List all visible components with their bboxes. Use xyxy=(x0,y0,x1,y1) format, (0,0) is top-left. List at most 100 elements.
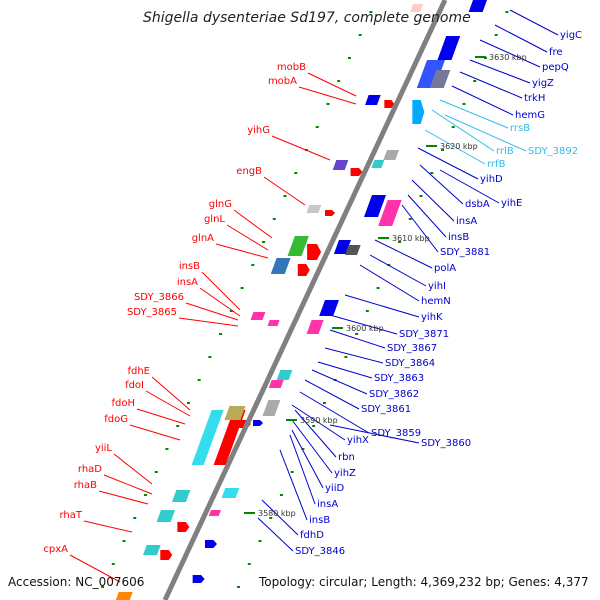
gene-label-yihd: yihD xyxy=(480,174,503,185)
gene-label-fdoh: fdoH xyxy=(111,398,135,409)
gene-arrow xyxy=(350,168,363,176)
label-connector-right xyxy=(401,204,439,253)
gene-block xyxy=(416,60,445,88)
gene-label-sdy-3867: SDY_3867 xyxy=(387,343,437,354)
gene-label-dsba: dsbA xyxy=(465,199,490,210)
label-connector-right xyxy=(509,9,559,36)
gene-block xyxy=(371,160,385,168)
gene-block xyxy=(345,245,361,255)
label-connector-right xyxy=(431,109,495,152)
label-connector-left xyxy=(233,209,273,239)
gene-label-pola: polA xyxy=(434,263,456,274)
label-connector-right xyxy=(479,39,541,68)
gene-block xyxy=(276,370,293,380)
gene-label-sdy-3846: SDY_3846 xyxy=(295,546,345,557)
gene-block xyxy=(191,410,224,465)
gene-label-yihk: yihK xyxy=(421,312,443,323)
label-connector-right xyxy=(329,424,420,444)
label-connector-left xyxy=(298,86,357,105)
gene-label-sdy-3871: SDY_3871 xyxy=(399,329,449,340)
label-connector-left xyxy=(199,287,241,317)
gene-label-fdhd: fdhD xyxy=(300,530,324,541)
gene-label-sdy-3864: SDY_3864 xyxy=(385,358,435,369)
label-connector-left xyxy=(307,72,357,97)
kbp-label: 3630 kbp xyxy=(489,53,527,62)
gene-arrow xyxy=(297,264,310,276)
gene-label-sdy-3865: SDY_3865 xyxy=(127,307,177,318)
gene-label-yigz: yigZ xyxy=(532,78,554,89)
gene-arrow xyxy=(204,540,217,548)
label-connector-right xyxy=(261,499,299,536)
label-connector-right xyxy=(294,409,337,458)
gene-block xyxy=(213,410,246,465)
label-connector-right xyxy=(451,85,514,116)
label-connector-right xyxy=(411,179,455,222)
gene-label-insa: insA xyxy=(456,216,477,227)
label-connector-right xyxy=(374,239,433,269)
gene-label-yihi: yihI xyxy=(428,281,446,292)
gene-label-glna: glnA xyxy=(192,233,214,244)
label-connector-right xyxy=(407,194,447,238)
gene-block xyxy=(378,200,402,226)
label-connector-left xyxy=(98,490,149,505)
label-connector-left xyxy=(263,176,306,206)
gene-label-rhad: rhaD xyxy=(78,464,102,475)
gene-arrow xyxy=(384,100,395,108)
gene-label-hemg: hemG xyxy=(515,110,545,121)
gene-block xyxy=(383,150,399,160)
gene-label-mobb: mobB xyxy=(277,62,306,73)
label-connector-left xyxy=(103,474,153,495)
gene-block xyxy=(306,320,324,334)
gene-label-yiid: yiiD xyxy=(325,483,344,494)
gene-label-yihz: yihZ xyxy=(334,468,356,479)
gene-features xyxy=(115,0,487,600)
label-connector-left xyxy=(151,376,191,411)
gene-block xyxy=(437,36,461,60)
label-connector-left xyxy=(178,317,239,327)
genome-title: Shigella dysenteriae Sd197, complete gen… xyxy=(143,10,471,26)
label-connector-right xyxy=(289,434,316,505)
label-connector-right xyxy=(324,347,384,364)
label-connector-right xyxy=(359,264,420,302)
gene-label-yihx: yihX xyxy=(347,435,369,446)
kbp-label: 3580 kbp xyxy=(258,509,296,518)
gene-label-sdy-3892: SDY_3892 xyxy=(528,146,578,157)
gene-label-sdy-3859: SDY_3859 xyxy=(371,428,421,439)
gene-label-insb: insB xyxy=(448,232,469,243)
gene-block xyxy=(319,300,339,316)
kbp-marks: 3630 kbp 3620 kbp 3610 kbp 3600 kbp 3590 kbp… xyxy=(244,53,527,518)
gene-block xyxy=(268,380,284,388)
label-connector-left xyxy=(136,408,186,425)
gene-arrow xyxy=(324,210,335,216)
gene-block xyxy=(115,592,133,600)
gene-block xyxy=(363,195,386,217)
gene-label-fdog: fdoG xyxy=(104,414,128,425)
gene-block xyxy=(429,70,451,88)
label-connector-left xyxy=(185,302,239,321)
accession-text: Accession: NC_007606 xyxy=(8,575,144,589)
gene-block xyxy=(270,258,291,274)
gene-label-fre: fre xyxy=(549,47,563,58)
gene-block xyxy=(143,545,161,555)
gene-label-yiil: yiiL xyxy=(95,443,112,454)
label-connector-right xyxy=(329,314,398,335)
gene-arrow xyxy=(192,575,205,583)
gene-block xyxy=(156,510,175,522)
kbp-label: 3620 kbp xyxy=(440,142,478,151)
gene-label-rrsb: rrsB xyxy=(510,123,530,134)
kbp-label: 3610 kbp xyxy=(392,234,430,243)
gene-block xyxy=(306,205,322,213)
gene-label-sdy-3862: SDY_3862 xyxy=(369,389,419,400)
gene-block xyxy=(365,95,381,105)
label-connector-right xyxy=(291,429,324,489)
label-connector-left xyxy=(83,520,133,533)
label-connector-right xyxy=(257,517,294,552)
label-connector-right xyxy=(417,147,479,180)
label-connector-right xyxy=(279,449,308,521)
gene-arrow xyxy=(252,420,263,426)
label-connector-left xyxy=(129,424,181,441)
gene-label-cpxa: cpxA xyxy=(43,544,68,555)
gene-label-sdy-3861: SDY_3861 xyxy=(361,404,411,415)
gene-label-sdy-3860: SDY_3860 xyxy=(421,438,471,449)
